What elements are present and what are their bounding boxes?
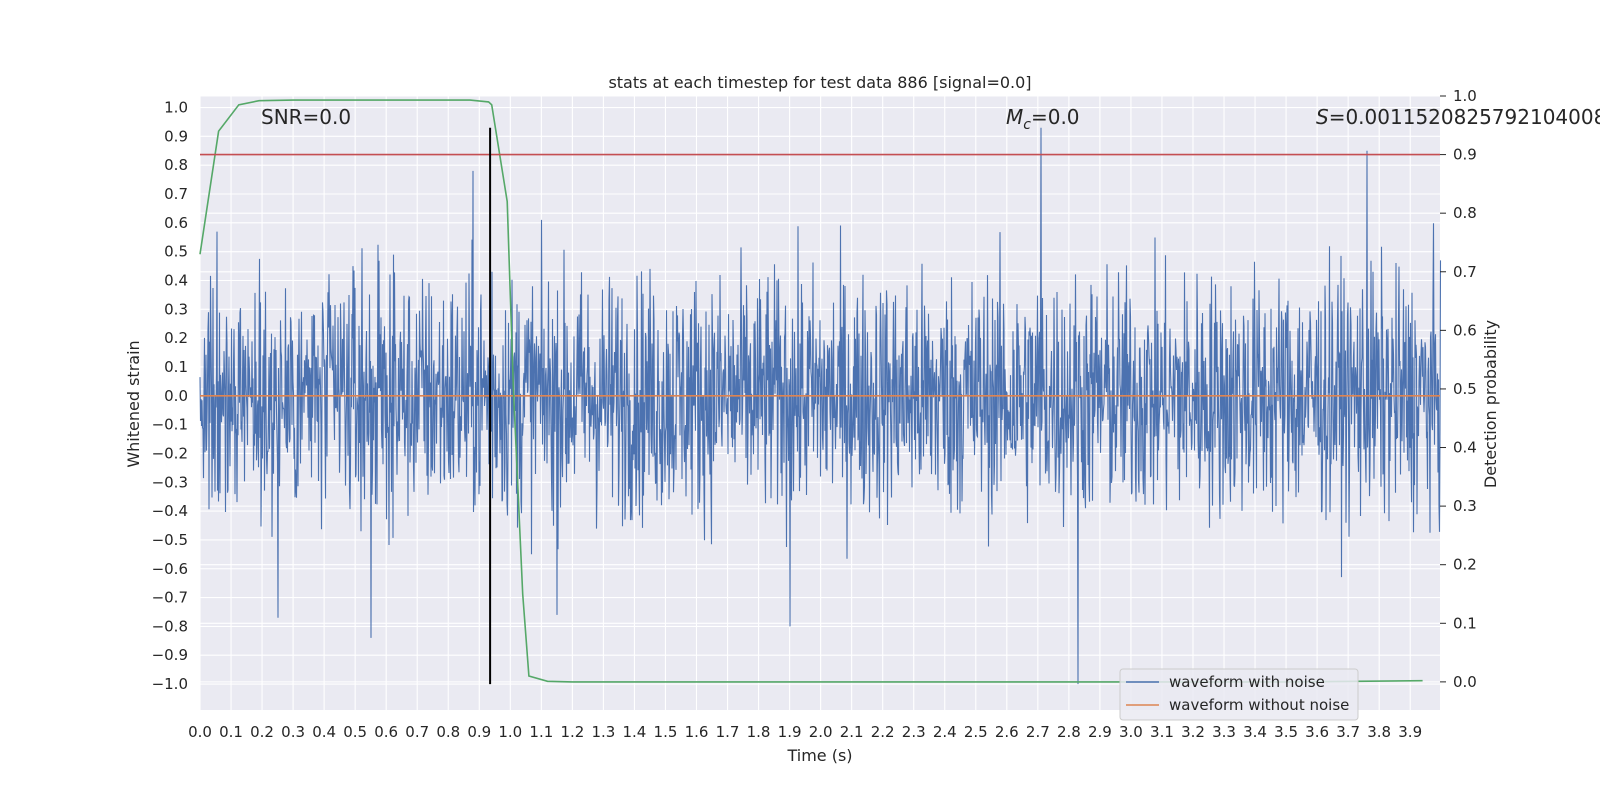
y2-tick-label: 0.7 [1453,263,1477,281]
y-tick-label: 0.6 [164,214,188,232]
x-tick-label: 0.9 [467,723,491,741]
x-tick-label: 3.8 [1367,723,1391,741]
x-tick-label: 0.7 [405,723,429,741]
x-tick-label: 1.9 [778,723,802,741]
x-axis-label: Time (s) [786,746,852,765]
y2-tick-label: 1.0 [1453,87,1477,105]
x-tick-label: 1.6 [685,723,709,741]
y-tick-label: −1.0 [152,675,188,693]
y2-tick-label: 0.2 [1453,556,1477,574]
x-tick-label: 3.6 [1305,723,1329,741]
x-tick-label: 1.7 [716,723,740,741]
x-tick-label: 3.0 [1119,723,1143,741]
x-tick-label: 2.5 [964,723,988,741]
y2-tick-labels: 1.0 0.9 0.8 0.7 0.6 0.5 0.4 0.3 0.2 0.1 0.0 [1440,87,1477,691]
y2-tick-label: 0.1 [1453,614,1477,632]
y-tick-label: 0.1 [164,358,188,376]
x-tick-label: 1.1 [529,723,553,741]
x-tick-label: 0.6 [374,723,398,741]
y-tick-label: −0.8 [152,617,188,635]
x-tick-label: 0.8 [436,723,460,741]
legend-label-clean: waveform without noise [1169,696,1349,714]
series-lines [199,99,1440,685]
x-tick-label: 0.0 [188,723,212,741]
x-tick-label: 1.8 [747,723,771,741]
y2-tick-label: 0.4 [1453,439,1477,457]
y2-tick-label: 0.3 [1453,497,1477,515]
x-tick-label: 1.3 [591,723,615,741]
x-tick-label: 0.3 [281,723,305,741]
x-tick-label: 3.1 [1150,723,1174,741]
x-tick-labels: 0.0 0.1 0.2 0.3 0.4 0.5 0.6 0.7 0.8 0.9 1.0 1.1 1.2 1… [188,723,1422,741]
x-tick-label: 2.0 [809,723,833,741]
y-tick-label: −0.1 [152,416,188,434]
x-tick-label: 2.4 [933,723,957,741]
x-tick-label: 2.9 [1088,723,1112,741]
snr-annotation: SNR=0.0 [261,105,351,129]
y-tick-label: 0.7 [164,185,188,203]
s-symbol: S [1316,105,1329,129]
x-tick-label: 2.8 [1057,723,1081,741]
y-tick-label: −0.4 [152,502,188,520]
y-tick-label: −0.3 [152,473,188,491]
chirp-mass-subscript: c [1023,117,1031,133]
legend: waveform with noise waveform without noi… [1119,668,1359,721]
y-axis-label: Whitened strain [124,340,143,467]
y-tick-label: −0.9 [152,646,188,664]
x-tick-label: 0.5 [343,723,367,741]
x-tick-label: 0.1 [219,723,243,741]
chirp-mass-value: =0.0 [1031,105,1080,129]
y2-tick-label: 0.8 [1453,204,1477,222]
x-tick-label: 3.3 [1212,723,1236,741]
y-tick-label: −0.6 [152,560,188,578]
series-waveform-with-noise [199,127,1442,685]
x-tick-label: 3.4 [1243,723,1267,741]
x-tick-label: 2.2 [871,723,895,741]
y-tick-label: 0.3 [164,300,188,318]
y-tick-label: 1.0 [164,99,188,117]
x-tick-label: 2.3 [902,723,926,741]
x-tick-label: 1.5 [654,723,678,741]
y-tick-labels: 1.0 0.9 0.8 0.7 0.6 0.5 0.4 0.3 0.2 0.1 0.0 −0.1 −0.… [152,99,188,694]
chart-title: stats at each timestep for test data 886… [608,73,1031,92]
x-tick-label: 1.0 [498,723,522,741]
x-tick-label: 1.2 [560,723,584,741]
x-tick-label: 3.9 [1398,723,1422,741]
legend-box [1119,668,1359,721]
y-tick-label: −0.7 [152,589,188,607]
x-tick-label: 0.4 [312,723,336,741]
x-tick-label: 0.2 [250,723,274,741]
chirp-mass-symbol: M [1006,105,1023,129]
detection-probability-line [199,99,1423,683]
y2-axis-label: Detection probability [1481,320,1500,488]
y-tick-label: −0.2 [152,444,188,462]
x-tick-label: 3.7 [1336,723,1360,741]
x-tick-label: 2.7 [1026,723,1050,741]
y-tick-label: 0.9 [164,127,188,145]
y2-tick-label: 0.6 [1453,321,1477,339]
y-tick-label: −0.5 [152,531,188,549]
s-annotation: S=0.0011520825792104008 [1316,105,1600,129]
legend-label-noise: waveform with noise [1169,673,1325,691]
x-tick-label: 3.2 [1181,723,1205,741]
x-tick-label: 1.4 [623,723,647,741]
y-tick-label: 0.5 [164,243,188,261]
y-tick-label: 0.0 [164,387,188,405]
y-tick-label: 0.2 [164,329,188,347]
x-tick-label: 2.1 [840,723,864,741]
x-tick-label: 2.6 [995,723,1019,741]
y2-tick-label: 0.5 [1453,380,1477,398]
s-value: =0.0011520825792104008 [1329,105,1600,129]
y2-tick-label: 0.9 [1453,146,1477,164]
chirp-mass-annotation: Mc=0.0 [1006,105,1080,133]
noise-trace [199,127,1442,685]
x-tick-label: 3.5 [1274,723,1298,741]
y2-tick-label: 0.0 [1453,673,1477,691]
y-tick-label: 0.8 [164,156,188,174]
y-tick-label: 0.4 [164,271,188,289]
